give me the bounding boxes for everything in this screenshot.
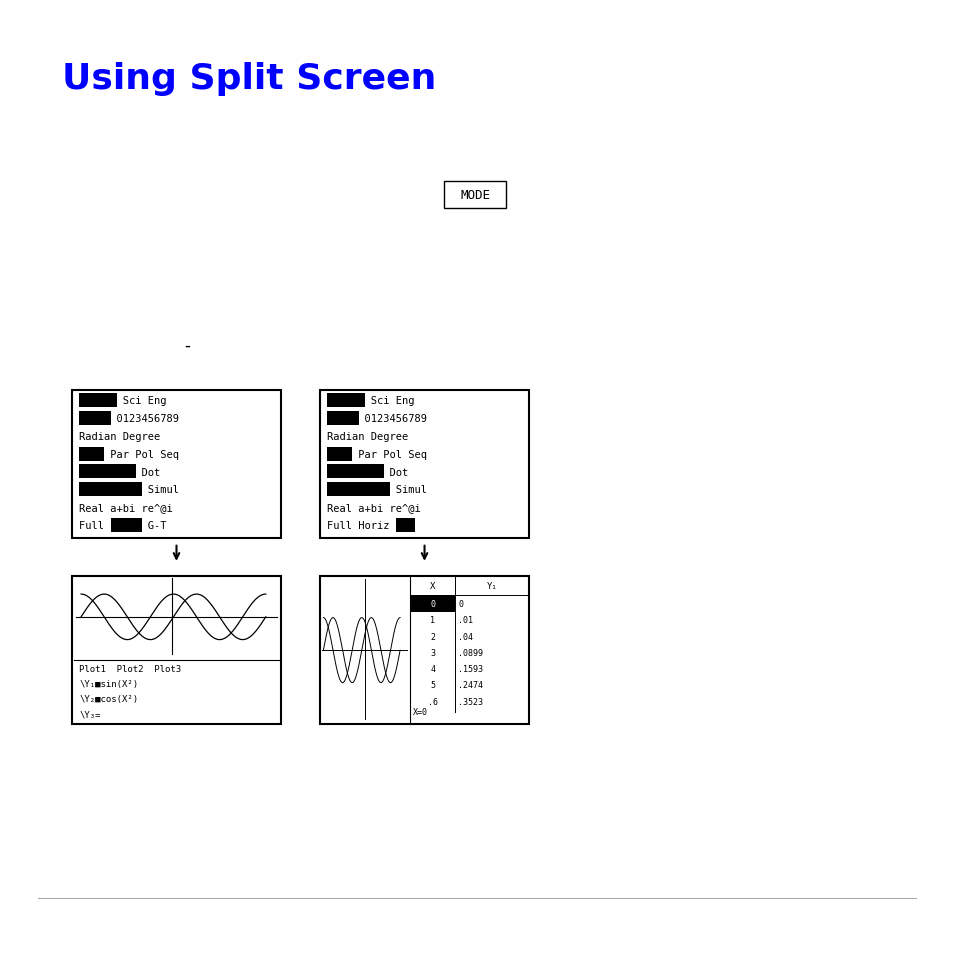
Text: -: -	[184, 336, 190, 354]
Bar	[79, 483, 142, 497]
Text: Sequential Simul: Sequential Simul	[79, 485, 179, 495]
Text: .3523: .3523	[457, 697, 482, 706]
Text: .6: .6	[427, 697, 437, 706]
Bar	[319, 391, 529, 538]
Text: X: X	[430, 581, 435, 591]
Text: \Y₁■sin(X²): \Y₁■sin(X²)	[79, 679, 138, 688]
Text: Float 0123456789: Float 0123456789	[327, 414, 427, 424]
Text: 1: 1	[430, 616, 435, 624]
Text: .04: .04	[457, 632, 473, 640]
Text: Real a+bi re^@i: Real a+bi re^@i	[327, 502, 420, 513]
Text: .1593: .1593	[457, 664, 482, 674]
Text: Func Par Pol Seq: Func Par Pol Seq	[79, 449, 179, 459]
Text: Y₁: Y₁	[486, 581, 497, 591]
Bar	[396, 518, 415, 533]
Bar	[319, 577, 529, 724]
Bar	[327, 412, 358, 425]
Bar	[111, 518, 142, 533]
Text: Radian Degree: Radian Degree	[79, 432, 160, 441]
Text: Sequential Simul: Sequential Simul	[327, 485, 427, 495]
Text: 5: 5	[430, 680, 435, 690]
Bar	[327, 465, 383, 479]
Bar	[327, 483, 390, 497]
Bar	[327, 447, 352, 461]
Bar	[327, 394, 365, 408]
Text: MODE: MODE	[459, 189, 490, 202]
Bar	[444, 182, 505, 209]
Text: \Y₃=: \Y₃=	[79, 709, 101, 719]
Text: 2: 2	[430, 632, 435, 640]
Text: 0: 0	[457, 599, 462, 608]
Text: Func Par Pol Seq: Func Par Pol Seq	[327, 449, 427, 459]
Text: 3: 3	[430, 648, 435, 658]
Text: 0: 0	[430, 599, 435, 608]
Bar	[79, 394, 117, 408]
Text: Radian Degree: Radian Degree	[327, 432, 408, 441]
Bar	[71, 391, 281, 538]
Text: .0899: .0899	[457, 648, 482, 658]
Bar	[79, 465, 135, 479]
Text: Real a+bi re^@i: Real a+bi re^@i	[79, 502, 172, 513]
Text: Normal Sci Eng: Normal Sci Eng	[327, 395, 415, 406]
Bar	[79, 412, 111, 425]
Text: .2474: .2474	[457, 680, 482, 690]
Text: Using Split Screen: Using Split Screen	[62, 62, 436, 96]
Text: Connected Dot: Connected Dot	[79, 467, 160, 477]
Text: Full Horiz G-T: Full Horiz G-T	[327, 520, 415, 531]
Bar	[71, 577, 281, 724]
Text: Connected Dot: Connected Dot	[327, 467, 408, 477]
Text: Float 0123456789: Float 0123456789	[79, 414, 179, 424]
Text: Full Horiz G-T: Full Horiz G-T	[79, 520, 167, 531]
Text: .01: .01	[457, 616, 473, 624]
Text: \Y₂■cos(X²): \Y₂■cos(X²)	[79, 695, 138, 703]
Text: 4: 4	[430, 664, 435, 674]
Text: Plot1  Plot2  Plot3: Plot1 Plot2 Plot3	[79, 664, 181, 674]
Text: Normal Sci Eng: Normal Sci Eng	[79, 395, 167, 406]
Bar	[79, 447, 104, 461]
Bar	[410, 596, 455, 612]
Text: X=0: X=0	[413, 707, 427, 716]
